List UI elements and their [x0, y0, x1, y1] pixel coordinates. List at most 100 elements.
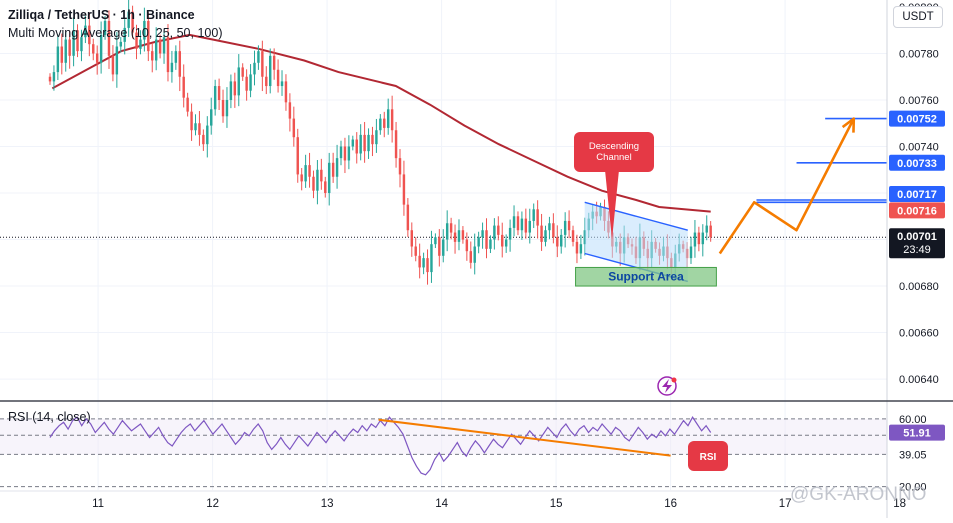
candle-body: [579, 244, 583, 254]
candle-body: [111, 55, 115, 75]
candle-body: [575, 241, 579, 254]
candle-body: [312, 176, 315, 191]
candle-body: [367, 134, 370, 152]
candle-body: [72, 30, 75, 56]
candle-body: [497, 225, 500, 235]
price-badge-label: 0.00733: [897, 158, 937, 170]
candle-body: [371, 134, 374, 145]
candle-body: [84, 25, 87, 38]
rsi-callout-label: RSI: [700, 452, 717, 463]
candle-body: [461, 230, 465, 240]
candle-body: [351, 139, 355, 147]
candle-body: [501, 234, 504, 247]
candle-body: [375, 130, 378, 145]
candle-body: [233, 81, 237, 96]
candle-body: [123, 27, 126, 42]
candle-body: [327, 162, 331, 194]
price-tick-label: 0.00660: [899, 328, 939, 340]
candle-body: [158, 39, 162, 54]
candle-body: [56, 46, 60, 73]
candle-body: [567, 220, 571, 231]
candle-body: [493, 225, 496, 240]
rsi-value-badge: [889, 424, 945, 441]
candle-body: [504, 239, 508, 247]
candle-body: [292, 118, 296, 138]
rsi-trendline: [378, 418, 671, 457]
candle-body: [449, 223, 453, 233]
candle-body: [127, 11, 130, 28]
price-badge: [889, 186, 945, 202]
time-tick-label: 13: [321, 498, 334, 510]
price-badge: [889, 202, 945, 219]
candle-body: [229, 81, 233, 100]
candle-body: [48, 76, 52, 82]
channel-callout-line2: Channel: [596, 152, 631, 163]
candle-body: [76, 30, 79, 52]
candle-body: [473, 246, 476, 263]
time-tick-label: 11: [92, 498, 104, 510]
support-area-box: [575, 266, 717, 287]
candle-body: [64, 39, 67, 63]
watermark-text: @GK-ARONNO: [790, 484, 926, 505]
candle-body: [284, 81, 288, 103]
channel-callout-box: [574, 132, 654, 172]
rsi-level-label: 39.05: [899, 449, 927, 461]
lightning-icon: [657, 376, 677, 396]
candle-body: [272, 55, 276, 70]
candle-body: [481, 230, 484, 238]
projection-path: [718, 118, 855, 255]
price-tick-label: 0.00680: [899, 281, 939, 293]
candle-body: [151, 51, 154, 61]
candle-body: [445, 223, 449, 240]
candle-body: [465, 239, 469, 252]
candle-body: [697, 232, 701, 245]
candle-body: [414, 246, 417, 256]
candle-body: [143, 20, 146, 40]
candle-body: [434, 237, 437, 245]
candle-body: [701, 232, 705, 245]
candle-body: [469, 251, 472, 263]
candle-body: [304, 165, 307, 182]
projection-arrowhead: [841, 117, 856, 133]
candle-body: [398, 158, 402, 175]
candle-body: [253, 62, 256, 75]
candle-body: [261, 51, 264, 77]
price-badge: [889, 154, 945, 171]
candle-body: [217, 86, 221, 100]
candle-body: [379, 118, 382, 131]
candle-body: [394, 130, 398, 159]
candle-body: [147, 20, 150, 52]
candle-body: [560, 234, 563, 247]
candle-body: [343, 146, 347, 161]
candle-body: [316, 169, 319, 191]
candle-body: [276, 69, 280, 87]
candle-body: [335, 158, 339, 177]
candle-body: [355, 139, 358, 154]
candle-body: [536, 209, 539, 226]
candle-body: [135, 32, 138, 49]
lightning-bolt-icon: [662, 379, 672, 393]
currency-button[interactable]: USDT: [893, 6, 943, 28]
candle-body: [516, 216, 520, 231]
channel-callout-line1: Descending: [589, 141, 639, 152]
candle-body: [410, 230, 414, 247]
candle-body: [477, 237, 480, 247]
candle-body: [206, 125, 209, 145]
candle-body: [544, 230, 547, 242]
candle-body: [166, 37, 170, 73]
candle-body: [422, 258, 425, 268]
candle-body: [131, 11, 134, 33]
candle-body: [308, 165, 311, 177]
candle-body: [80, 37, 83, 52]
current-price-badge: [889, 228, 945, 259]
candle-body: [225, 100, 229, 117]
candle-body: [457, 230, 461, 242]
candle-body: [249, 74, 252, 91]
candle-body: [213, 86, 217, 110]
candle-body: [528, 220, 531, 233]
chart-title: Zilliqa / TetherUS · 1h · Binance: [8, 8, 195, 22]
rsi-level-label: 20.00: [899, 482, 927, 494]
candle-body: [363, 134, 366, 152]
candle-body: [689, 246, 693, 259]
